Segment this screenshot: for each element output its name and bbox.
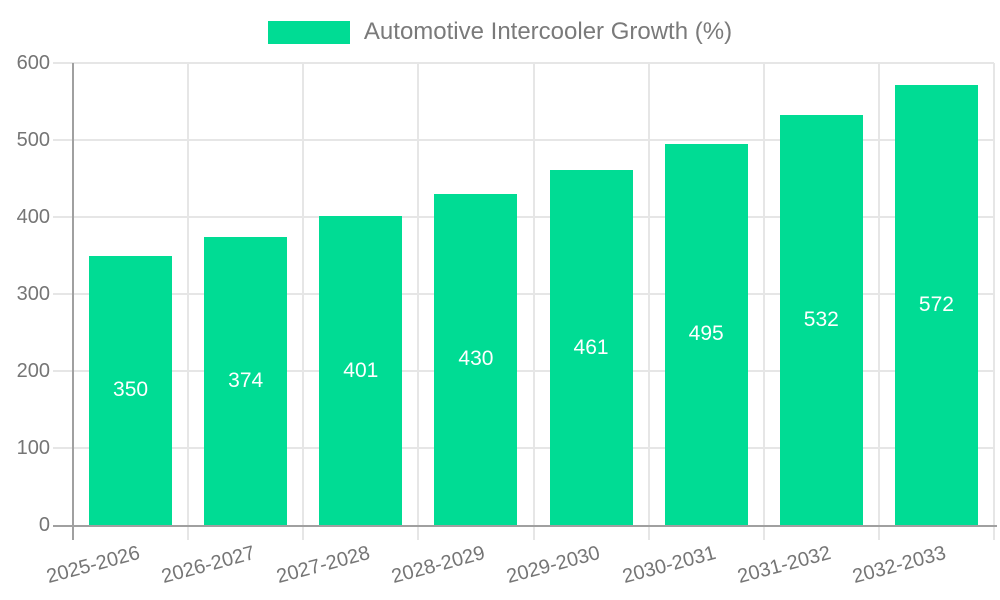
y-gridline [53,139,994,141]
x-axis-tick-label: 2025-2026 [44,542,143,589]
bar[interactable] [89,255,173,525]
bar[interactable] [204,237,288,525]
bar[interactable] [434,193,518,525]
bar[interactable] [894,84,978,525]
x-axis-tick-label: 2026-2027 [159,542,258,589]
y-axis-tick-label: 300 [16,283,50,305]
legend-label: Automotive Intercooler Growth (%) [363,18,733,45]
x-axis-tick-label: 2032-2033 [850,542,949,589]
y-axis-tick-label: 500 [16,129,50,151]
bar[interactable] [779,115,863,525]
legend-item[interactable]: Automotive Intercooler Growth (%) [0,18,1000,46]
y-axis-tick-label: 0 [38,514,50,536]
y-axis-tick-label: 100 [16,437,50,459]
x-gridline [417,63,420,540]
x-gridline [762,63,765,540]
x-gridline [877,63,880,540]
y-axis-tick-label: 400 [16,206,50,228]
x-axis-line [53,525,997,527]
x-axis-tick-label: 2029-2030 [504,542,603,589]
bar[interactable] [549,170,633,525]
legend-swatch [267,20,350,44]
bar[interactable] [664,143,748,525]
x-gridline [302,63,305,540]
x-gridline [647,63,650,540]
x-axis-tick-label: 2028-2029 [389,542,488,589]
y-gridline [53,62,994,64]
y-gridline [53,447,994,449]
y-axis-line [72,63,74,540]
x-axis-tick-label: 2027-2028 [274,542,373,589]
y-axis-tick-label: 600 [16,52,50,74]
y-gridline [53,293,994,295]
x-gridline [187,63,190,540]
x-gridline [532,63,535,540]
x-gridline [993,63,995,540]
y-axis-tick-label: 200 [16,360,50,382]
x-axis-tick-label: 2030-2031 [619,542,718,589]
x-axis-tick-label: 2031-2032 [734,542,834,589]
bar[interactable] [319,216,403,525]
y-gridline [53,216,994,218]
y-gridline [53,370,994,372]
